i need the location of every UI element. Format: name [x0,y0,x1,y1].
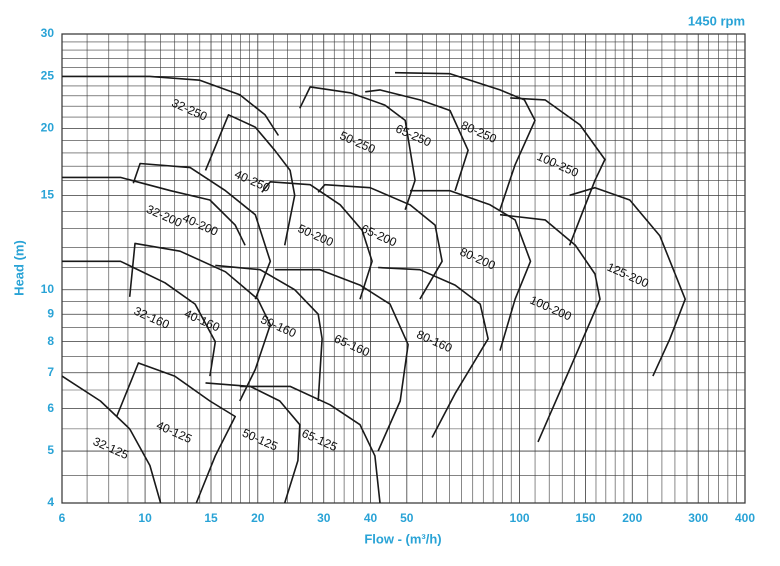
y-tick-label: 7 [47,365,54,379]
pump-curve [317,183,443,300]
x-tick-label: 20 [251,511,265,525]
x-tick-label: 100 [510,511,530,525]
pump-curve [204,114,296,246]
x-tick-label: 10 [138,511,152,525]
x-tick-label: 15 [204,511,218,525]
y-tick-label: 9 [47,306,54,320]
chart-title: 1450 rpm [688,13,745,28]
x-tick-label: 300 [688,511,708,525]
pump-curve [128,242,272,402]
pump-curve [62,176,246,246]
pump-curve [215,264,323,402]
x-tick-label: 50 [400,511,414,525]
x-tick-label: 200 [622,511,642,525]
pump-curve [62,75,280,136]
y-axis-title: Head (m) [11,240,26,296]
pump-curve [499,213,601,443]
x-tick-label: 40 [364,511,378,525]
grid [61,33,746,504]
pump-curve [132,162,272,300]
pump-curve [261,181,373,300]
pump-curve [299,86,416,210]
pump-curve [378,266,489,438]
y-tick-label: 10 [41,282,55,296]
pump-curve [365,89,469,191]
x-tick-label: 6 [59,511,66,525]
pump-curve [239,385,381,504]
y-tick-label: 4 [47,495,54,509]
y-tick-label: 15 [41,188,55,202]
y-tick-label: 20 [41,121,55,135]
pump-curve [410,189,532,351]
x-tick-label: 30 [317,511,331,525]
pump-curve [510,97,606,246]
pump-curve [569,186,686,377]
x-tick-label: 150 [575,511,595,525]
y-tick-label: 6 [47,401,54,415]
y-tick-label: 30 [41,26,55,40]
curves [61,71,686,504]
y-tick-label: 5 [47,443,54,457]
pump-curve [61,375,162,504]
x-tick-label: 400 [735,511,755,525]
y-tick-label: 25 [41,69,55,83]
pump-curve [115,362,236,504]
pump-curve [274,268,409,452]
y-tick-label: 8 [47,334,54,348]
pump-curve [62,260,217,377]
pump-curve [394,71,536,210]
x-axis-title: Flow - (m³/h) [364,531,441,546]
